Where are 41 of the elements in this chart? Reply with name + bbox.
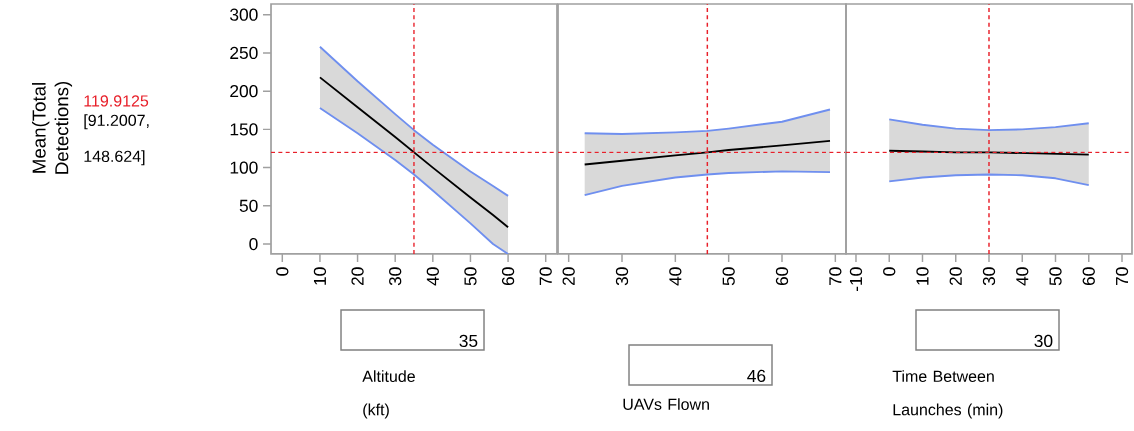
text: 119.9125	[84, 95, 149, 107]
x-axis-title: UAVs Flown	[623, 398, 709, 410]
x-tick-label: 70	[829, 267, 842, 286]
x-tick-label: 50	[464, 267, 477, 286]
text: 35	[459, 334, 478, 348]
x-tick-label: 20	[351, 267, 364, 286]
x-tick-label: 0	[276, 267, 289, 276]
y-tick-label: 50	[239, 199, 258, 212]
x-tick-label: 50	[1049, 267, 1062, 286]
y-tick-label: 300	[230, 8, 258, 21]
x-tick-label: 60	[501, 267, 515, 286]
line-series	[318, 107, 510, 254]
x-tick-label: 30	[615, 267, 629, 286]
x-tick-label: 20	[949, 267, 962, 286]
y-tick-label: 100	[230, 161, 258, 174]
line-series	[318, 45, 510, 197]
x-tick-label: 70	[1115, 267, 1129, 286]
x-tick-label: 30	[389, 267, 402, 286]
text: 30	[1034, 334, 1053, 348]
x-tick-label: 60	[775, 267, 789, 286]
text: Time Between Launches (min)	[892, 370, 1003, 419]
x-tick-label: 10	[916, 267, 929, 285]
x-tick-label: 70	[539, 267, 552, 286]
x-tick-label: 0	[883, 267, 896, 276]
y-tick-label: 0	[249, 237, 258, 251]
x-tick-label: 40	[426, 267, 439, 286]
x-tick-label: 40	[669, 267, 682, 286]
y-tick-label: 250	[230, 46, 258, 60]
y-axis-title: Mean(Total Detections)	[31, 81, 73, 174]
y-tick-label: 150	[230, 123, 258, 136]
x-tick-label: 20	[562, 267, 575, 286]
x-tick-label: 40	[1016, 267, 1029, 286]
x-tick-label: 30	[982, 267, 996, 286]
x-tick-label: 50	[722, 267, 735, 286]
x-tick-label: -10	[849, 267, 863, 291]
x-tick-label: 60	[1082, 267, 1095, 286]
x-tick-label: 10	[313, 267, 327, 285]
text: 46	[747, 369, 766, 383]
text: [91.2007, 148.624]	[84, 114, 149, 166]
y-tick-label: 200	[230, 85, 258, 98]
text: Altitude (kft)	[362, 370, 415, 419]
